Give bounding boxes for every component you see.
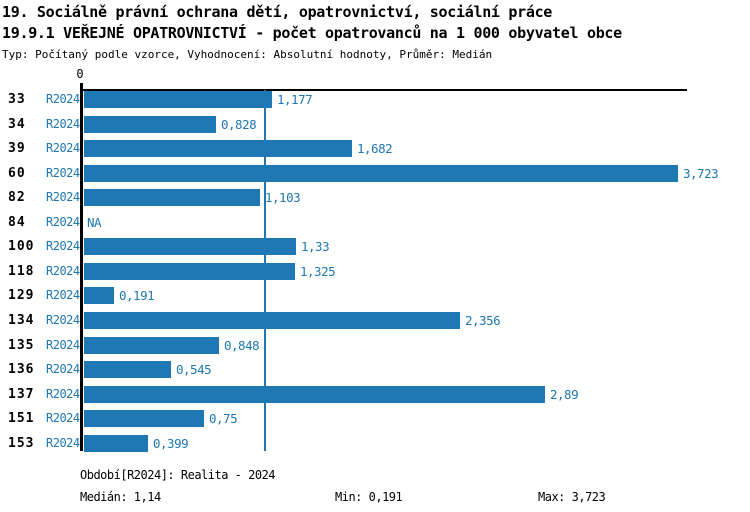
row-series-label: R2024	[46, 141, 80, 156]
row-category-label: 82	[8, 190, 26, 206]
bar-value-label: 0,545	[176, 362, 212, 378]
chart-row: 34 R2024 0,828	[0, 115, 750, 139]
bar	[84, 311, 460, 329]
period-legend-label: Období[R2024]: Realita - 2024	[80, 468, 276, 482]
bar	[84, 287, 114, 305]
bar	[84, 410, 204, 428]
bar-chart: 33 R2024 1,177 34 R2024 0,828 39 R2024 1…	[0, 90, 750, 458]
bar-value-label: 0,828	[221, 116, 257, 132]
row-series-label: R2024	[46, 92, 80, 106]
row-series-label: R2024	[46, 312, 80, 327]
chart-row: 136 R2024 0,545	[0, 360, 750, 384]
row-category-label: 137	[8, 386, 35, 402]
row-category-label: 135	[8, 337, 35, 353]
chart-row: 153 R2024 0,399	[0, 434, 750, 458]
chart-title: 19.9.1 VEŘEJNÉ OPATROVNICTVÍ - počet opa…	[2, 24, 622, 42]
bar-value-label: 1,103	[265, 190, 301, 206]
row-series-label: R2024	[46, 116, 80, 131]
bar-value-label: 1,682	[357, 141, 393, 157]
chart-row: 135 R2024 0,848	[0, 336, 750, 360]
row-category-label: 84	[8, 214, 26, 230]
chart-row: 84 R2024 NA	[0, 213, 750, 237]
median-stat-label: Medián: 1,14	[80, 490, 161, 504]
chart-row: 118 R2024 1,325	[0, 262, 750, 286]
bar	[84, 336, 219, 354]
row-category-label: 34	[8, 116, 26, 132]
bar	[84, 238, 296, 256]
row-series-label: R2024	[46, 263, 80, 278]
row-series-label: R2024	[46, 239, 80, 254]
bar-value-label: 0,399	[153, 435, 189, 451]
chart-row: 151 R2024 0,75	[0, 409, 750, 433]
row-category-label: 33	[8, 92, 26, 107]
chart-row: 60 R2024 3,723	[0, 164, 750, 188]
row-category-label: 151	[8, 411, 35, 427]
bar-value-label: 3,723	[683, 165, 719, 181]
bar	[84, 262, 295, 280]
chart-row: 39 R2024 1,682	[0, 139, 750, 163]
row-series-label: R2024	[46, 288, 80, 303]
row-series-label: R2024	[46, 165, 80, 180]
bar-value-label: 0,848	[224, 337, 260, 353]
bar	[84, 115, 216, 133]
bar	[84, 189, 260, 207]
x-axis-zero-tick-label: 0	[76, 67, 84, 81]
max-stat-label: Max: 3,723	[538, 490, 606, 504]
bar	[84, 434, 148, 452]
bar-value-label: 1,33	[301, 239, 330, 255]
chart-row: 100 R2024 1,33	[0, 237, 750, 261]
bar-value-label: 0,75	[209, 411, 238, 427]
bar	[84, 361, 171, 379]
bar	[84, 385, 545, 403]
chart-row: 33 R2024 1,177	[0, 90, 750, 114]
row-category-label: 100	[8, 239, 35, 255]
row-series-label: R2024	[46, 190, 80, 205]
bar	[84, 164, 678, 182]
bar-value-label: NA	[87, 214, 102, 230]
bar-value-label: 1,325	[300, 263, 336, 279]
bar-value-label: 2,89	[550, 386, 579, 402]
bar-value-label: 0,191	[119, 288, 155, 304]
min-stat-label: Min: 0,191	[335, 490, 403, 504]
bar	[84, 140, 352, 158]
report-section-title: 19. Sociálně právní ochrana dětí, opatro…	[2, 3, 553, 21]
chart-row: 82 R2024 1,103	[0, 188, 750, 212]
row-series-label: R2024	[46, 435, 80, 450]
chart-subtitle: Typ: Počítaný podle vzorce, Vyhodnocení:…	[2, 48, 493, 61]
row-category-label: 60	[8, 165, 26, 181]
row-series-label: R2024	[46, 337, 80, 352]
row-category-label: 129	[8, 288, 35, 304]
row-category-label: 134	[8, 312, 35, 328]
bar	[84, 91, 272, 108]
chart-row: 134 R2024 2,356	[0, 311, 750, 335]
chart-row: 129 R2024 0,191	[0, 286, 750, 310]
row-series-label: R2024	[46, 386, 80, 401]
row-category-label: 153	[8, 435, 35, 451]
row-series-label: R2024	[46, 411, 80, 426]
row-category-label: 118	[8, 263, 35, 279]
row-category-label: 136	[8, 362, 35, 378]
y-axis-line	[80, 83, 83, 451]
x-axis-line	[80, 89, 687, 91]
row-series-label: R2024	[46, 362, 80, 377]
bar-value-label: 2,356	[465, 312, 501, 328]
row-category-label: 39	[8, 141, 26, 157]
row-series-label: R2024	[46, 214, 80, 229]
chart-row: 137 R2024 2,89	[0, 385, 750, 409]
bar-value-label: 1,177	[277, 92, 313, 107]
